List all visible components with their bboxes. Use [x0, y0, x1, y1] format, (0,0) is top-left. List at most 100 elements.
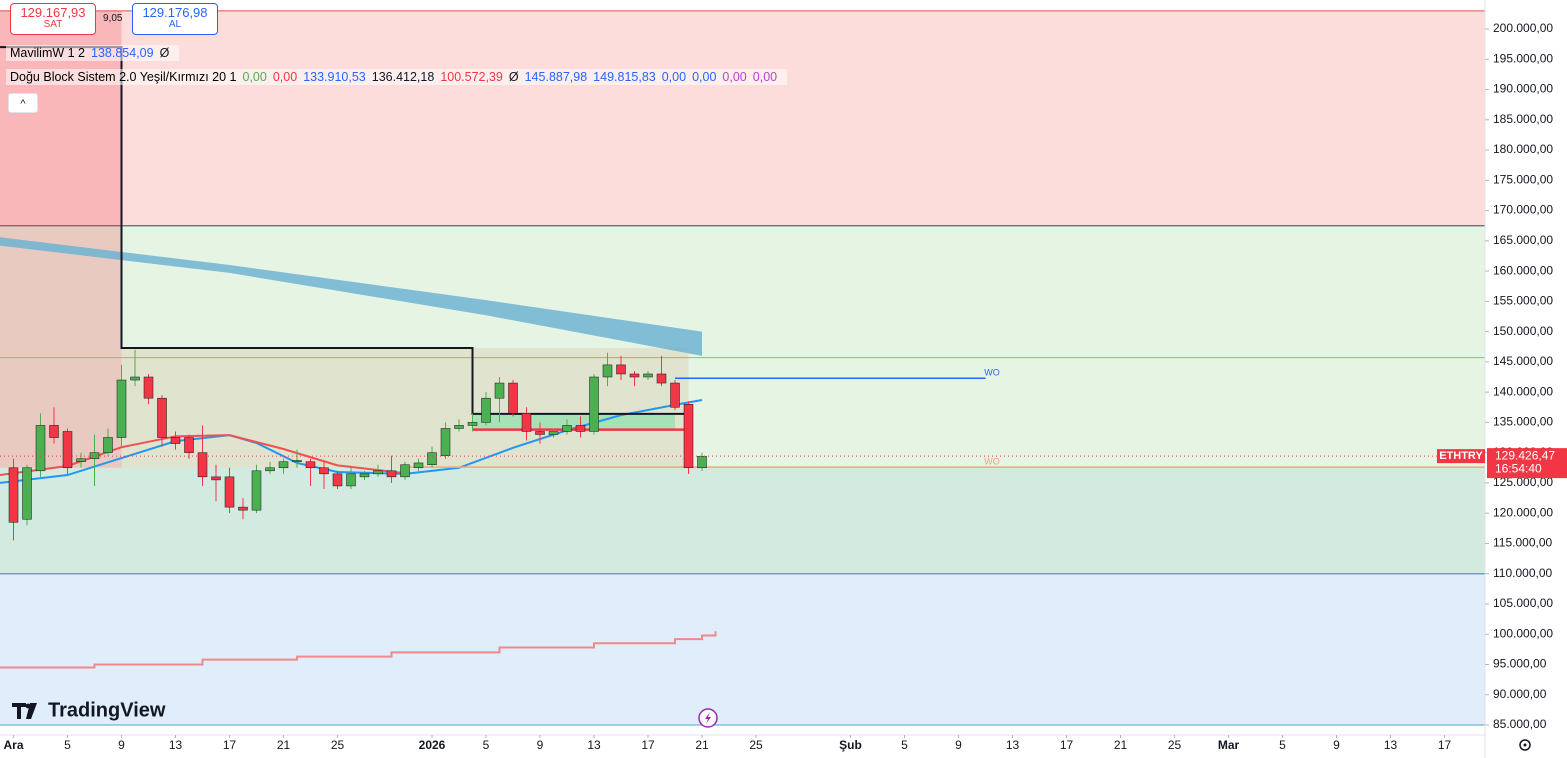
settings-icon[interactable] [1519, 739, 1531, 751]
candle-body [427, 452, 437, 466]
candle-body [400, 464, 410, 478]
y-tick-label: 120.000,00 [1493, 505, 1553, 519]
candle-body [359, 473, 370, 478]
legend-value: 0,00 [752, 70, 778, 84]
candle-body [643, 373, 653, 378]
legend-value: 145.887,98 [524, 70, 588, 84]
x-tick-label: 13 [1384, 738, 1398, 752]
x-tick-label: 21 [277, 738, 291, 752]
legend-value: 149.815,83 [593, 70, 656, 84]
y-tick-label: 140.000,00 [1493, 384, 1553, 398]
candle-body [616, 364, 626, 375]
candle-body [130, 376, 140, 381]
y-tick-label: 95.000,00 [1493, 657, 1547, 671]
cloud [0, 237, 702, 356]
y-tick-label: 195.000,00 [1493, 51, 1553, 65]
zone [0, 573, 1485, 726]
candle-body [656, 373, 667, 384]
legend-value: 0,00 [692, 70, 717, 84]
candle-body [157, 397, 167, 438]
x-tick-label: 17 [641, 738, 655, 752]
buy-price: 129.176,98 [142, 5, 208, 20]
y-tick-label: 135.000,00 [1493, 415, 1553, 429]
x-tick-label: 13 [1006, 738, 1020, 752]
candle-body [8, 467, 19, 523]
candle-body [116, 379, 127, 438]
legend-value: 0,00 [661, 70, 687, 84]
y-tick-label: 185.000,00 [1493, 112, 1553, 126]
y-tick-label: 155.000,00 [1493, 294, 1553, 308]
collapse-button[interactable]: ^ [8, 93, 38, 113]
y-tick-label: 200.000,00 [1493, 21, 1553, 35]
x-tick-label: 13 [169, 738, 183, 752]
candle-body [265, 467, 275, 472]
legend-value: Ø [159, 46, 170, 60]
price-label: 129.426,47 [1495, 448, 1555, 462]
candle-body [683, 403, 694, 469]
y-tick-label: 105.000,00 [1493, 596, 1553, 610]
legend-value: 136.412,18 [371, 70, 435, 84]
x-tick-label: 5 [483, 738, 490, 752]
plot-area: WO WO [0, 10, 1485, 726]
candle-body [413, 462, 424, 469]
legend-value: 100.572,39 [440, 70, 503, 84]
x-tick-label: 5 [1279, 738, 1286, 752]
x-tick-label: 5 [64, 738, 71, 752]
zone [0, 10, 1485, 226]
box [0, 467, 1485, 574]
legend-value: 0,00 [722, 70, 747, 84]
candle-body [548, 431, 559, 435]
candle-body [238, 506, 248, 511]
candle-body [589, 376, 599, 432]
x-tick-label: 9 [118, 738, 125, 752]
candle-body [481, 397, 491, 423]
candle-body [278, 461, 289, 469]
candle-body [22, 467, 32, 520]
x-tick-label: 25 [331, 738, 345, 752]
y-tick-label: 175.000,00 [1493, 172, 1553, 186]
legend-name: Doğu Block Sistem 2.0 Yeşil/Kırmızı 20 1 [10, 70, 237, 84]
indicator-legend[interactable]: Doğu Block Sistem 2.0 Yeşil/Kırmızı 20 1… [6, 69, 788, 85]
symbol-label: ETHTRY [1439, 450, 1483, 462]
y-tick-label: 125.000,00 [1493, 475, 1553, 489]
candle-body [467, 422, 478, 426]
symbol-tag [1437, 449, 1485, 464]
x-tick-label: 2026 [419, 738, 446, 752]
y-tick-label: 100.000,00 [1493, 626, 1553, 640]
legend-value: Ø [508, 70, 519, 84]
level-label: WO [984, 457, 1000, 467]
candle-body [197, 452, 208, 478]
candle-body [346, 473, 356, 487]
sell-button[interactable]: 129.167,93 SAT [10, 3, 96, 35]
candle-body [89, 452, 100, 459]
legend-value: 133.910,53 [303, 70, 366, 84]
y-tick-label: 85.000,00 [1493, 717, 1547, 731]
legend-value: 138.854,09 [91, 46, 154, 60]
candle-body [62, 431, 73, 469]
sell-price: 129.167,93 [20, 5, 86, 20]
candle-body [332, 473, 343, 487]
buy-button[interactable]: 129.176,98 AL [132, 3, 218, 35]
x-tick-label: 9 [537, 738, 544, 752]
candle-body [575, 425, 586, 432]
y-tick-label: 160.000,00 [1493, 263, 1553, 277]
candle-body [535, 431, 545, 435]
event-icon[interactable] [698, 708, 718, 728]
candle-body [670, 382, 680, 408]
indicator-legend[interactable]: MavilimW 1 2 138.854,09 Ø [6, 45, 180, 61]
x-tick-label: 9 [1333, 738, 1340, 752]
candle-body [454, 425, 464, 429]
price-tag [1487, 448, 1567, 479]
candle-body [494, 382, 505, 399]
buy-label: AL [168, 19, 182, 30]
x-tick-label: 21 [1114, 738, 1128, 752]
x-tick-label: Şub [839, 738, 862, 752]
y-tick-label: 110.000,00 [1493, 566, 1552, 580]
candle-body [602, 364, 613, 378]
candle-body [224, 476, 235, 508]
logo-icon [12, 703, 37, 719]
candle-body [49, 425, 59, 438]
legend-value: 0,00 [272, 70, 298, 84]
logo-text: TradingView [48, 699, 166, 721]
